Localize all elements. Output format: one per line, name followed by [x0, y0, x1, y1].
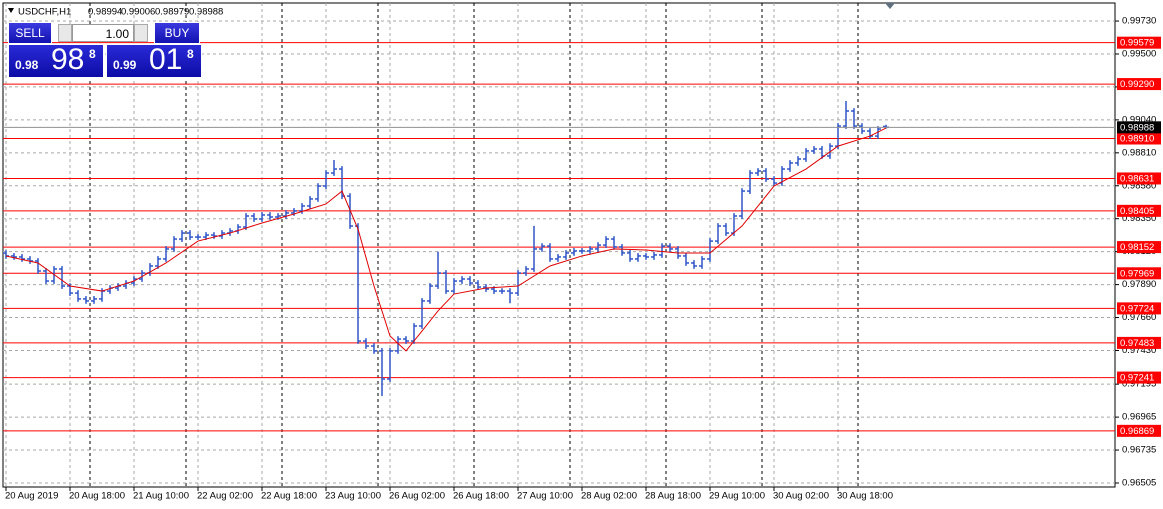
buy-price[interactable]: 0.99 01 8: [106, 43, 202, 78]
y-tick-label: 0.99040: [1122, 114, 1156, 125]
y-tick-label: 0.98580: [1122, 180, 1156, 191]
lot-decrease[interactable]: [58, 24, 72, 42]
x-tick-label: 26 Aug 18:00: [453, 491, 509, 502]
x-tick-label: 28 Aug 18:00: [645, 491, 701, 502]
level-label: 0.99579: [1120, 38, 1154, 49]
collapse-icon: [8, 8, 14, 13]
sell-price-pips: 98: [51, 43, 85, 76]
y-tick-label: 0.98810: [1122, 147, 1156, 158]
sell-price[interactable]: 0.98 98 8: [8, 43, 104, 78]
level-label: 0.98910: [1120, 134, 1154, 145]
level-label: 0.99290: [1120, 79, 1154, 90]
bid-label-box: [1117, 121, 1161, 134]
level-label: 0.98405: [1120, 206, 1154, 217]
y-tick-label: 0.96735: [1122, 445, 1156, 456]
y-tick-label: 0.97890: [1122, 279, 1156, 290]
plot-frame: [2, 2, 1116, 488]
header-open: 0.98994: [88, 7, 122, 18]
level-label: 0.98631: [1120, 173, 1154, 184]
y-tick-label: 0.96965: [1122, 412, 1156, 423]
level-label-box: [1117, 371, 1161, 384]
level-label: 0.97483: [1120, 338, 1154, 349]
level-label: 0.97969: [1120, 268, 1154, 279]
sell-button[interactable]: SELL: [8, 22, 52, 44]
y-tick-label: 0.98350: [1122, 213, 1156, 224]
level-label: 0.97724: [1120, 303, 1154, 314]
x-tick-label: 29 Aug 10:00: [709, 491, 765, 502]
level-label-box: [1117, 336, 1161, 349]
y-tick-label: 0.96505: [1122, 478, 1156, 489]
x-tick-label: 23 Aug 10:00: [325, 491, 381, 502]
buy-price-point: 8: [187, 47, 194, 61]
level-label-box: [1117, 172, 1161, 185]
level-label: 0.98152: [1120, 242, 1154, 253]
chart-shift-marker: [885, 3, 895, 9]
level-label-box: [1117, 36, 1161, 49]
level-label-box: [1117, 302, 1161, 315]
x-tick-label: 21 Aug 10:00: [133, 491, 189, 502]
y-tick-label: 0.97430: [1122, 345, 1156, 356]
header-low: 0.98979: [155, 7, 189, 18]
moving-average: [5, 127, 887, 352]
y-tick-label: 0.99500: [1122, 49, 1156, 60]
x-tick-label: 22 Aug 02:00: [197, 491, 253, 502]
x-tick-label: 26 Aug 02:00: [389, 491, 445, 502]
header-close: 0.98988: [189, 7, 223, 18]
level-label-box: [1117, 241, 1161, 254]
level-label-box: [1117, 267, 1161, 280]
header-high: 0.99006: [121, 7, 155, 18]
x-tick-label: 28 Aug 02:00: [581, 491, 637, 502]
sell-price-point: 8: [89, 47, 96, 61]
level-label-box: [1117, 132, 1161, 145]
level-label-box: [1117, 204, 1161, 217]
y-tick-label: 0.99730: [1122, 16, 1156, 27]
x-tick-label: 27 Aug 10:00: [517, 491, 573, 502]
level-label-box: [1117, 78, 1161, 91]
level-label: 0.96869: [1120, 426, 1154, 437]
buy-price-big: 0.99: [113, 58, 137, 72]
x-tick-label: 20 Aug 2019: [5, 491, 58, 502]
bid-label: 0.98988: [1120, 122, 1154, 133]
level-label-box: [1117, 424, 1161, 437]
lot-increase[interactable]: [134, 24, 148, 42]
y-tick-label: 0.97195: [1122, 379, 1156, 390]
buy-price-pips: 01: [149, 43, 183, 76]
sell-price-big: 0.98: [15, 58, 39, 72]
x-tick-label: 20 Aug 18:00: [69, 491, 125, 502]
lot-input[interactable]: 1.00: [72, 24, 134, 42]
x-tick-label: 22 Aug 18:00: [261, 491, 317, 502]
chart-title: USDCHF,H1: [18, 7, 71, 18]
buy-button[interactable]: BUY: [154, 22, 200, 44]
level-label: 0.97241: [1120, 373, 1154, 384]
y-tick-label: 0.97660: [1122, 312, 1156, 323]
x-tick-label: 30 Aug 18:00: [837, 491, 893, 502]
x-tick-label: 30 Aug 02:00: [773, 491, 829, 502]
